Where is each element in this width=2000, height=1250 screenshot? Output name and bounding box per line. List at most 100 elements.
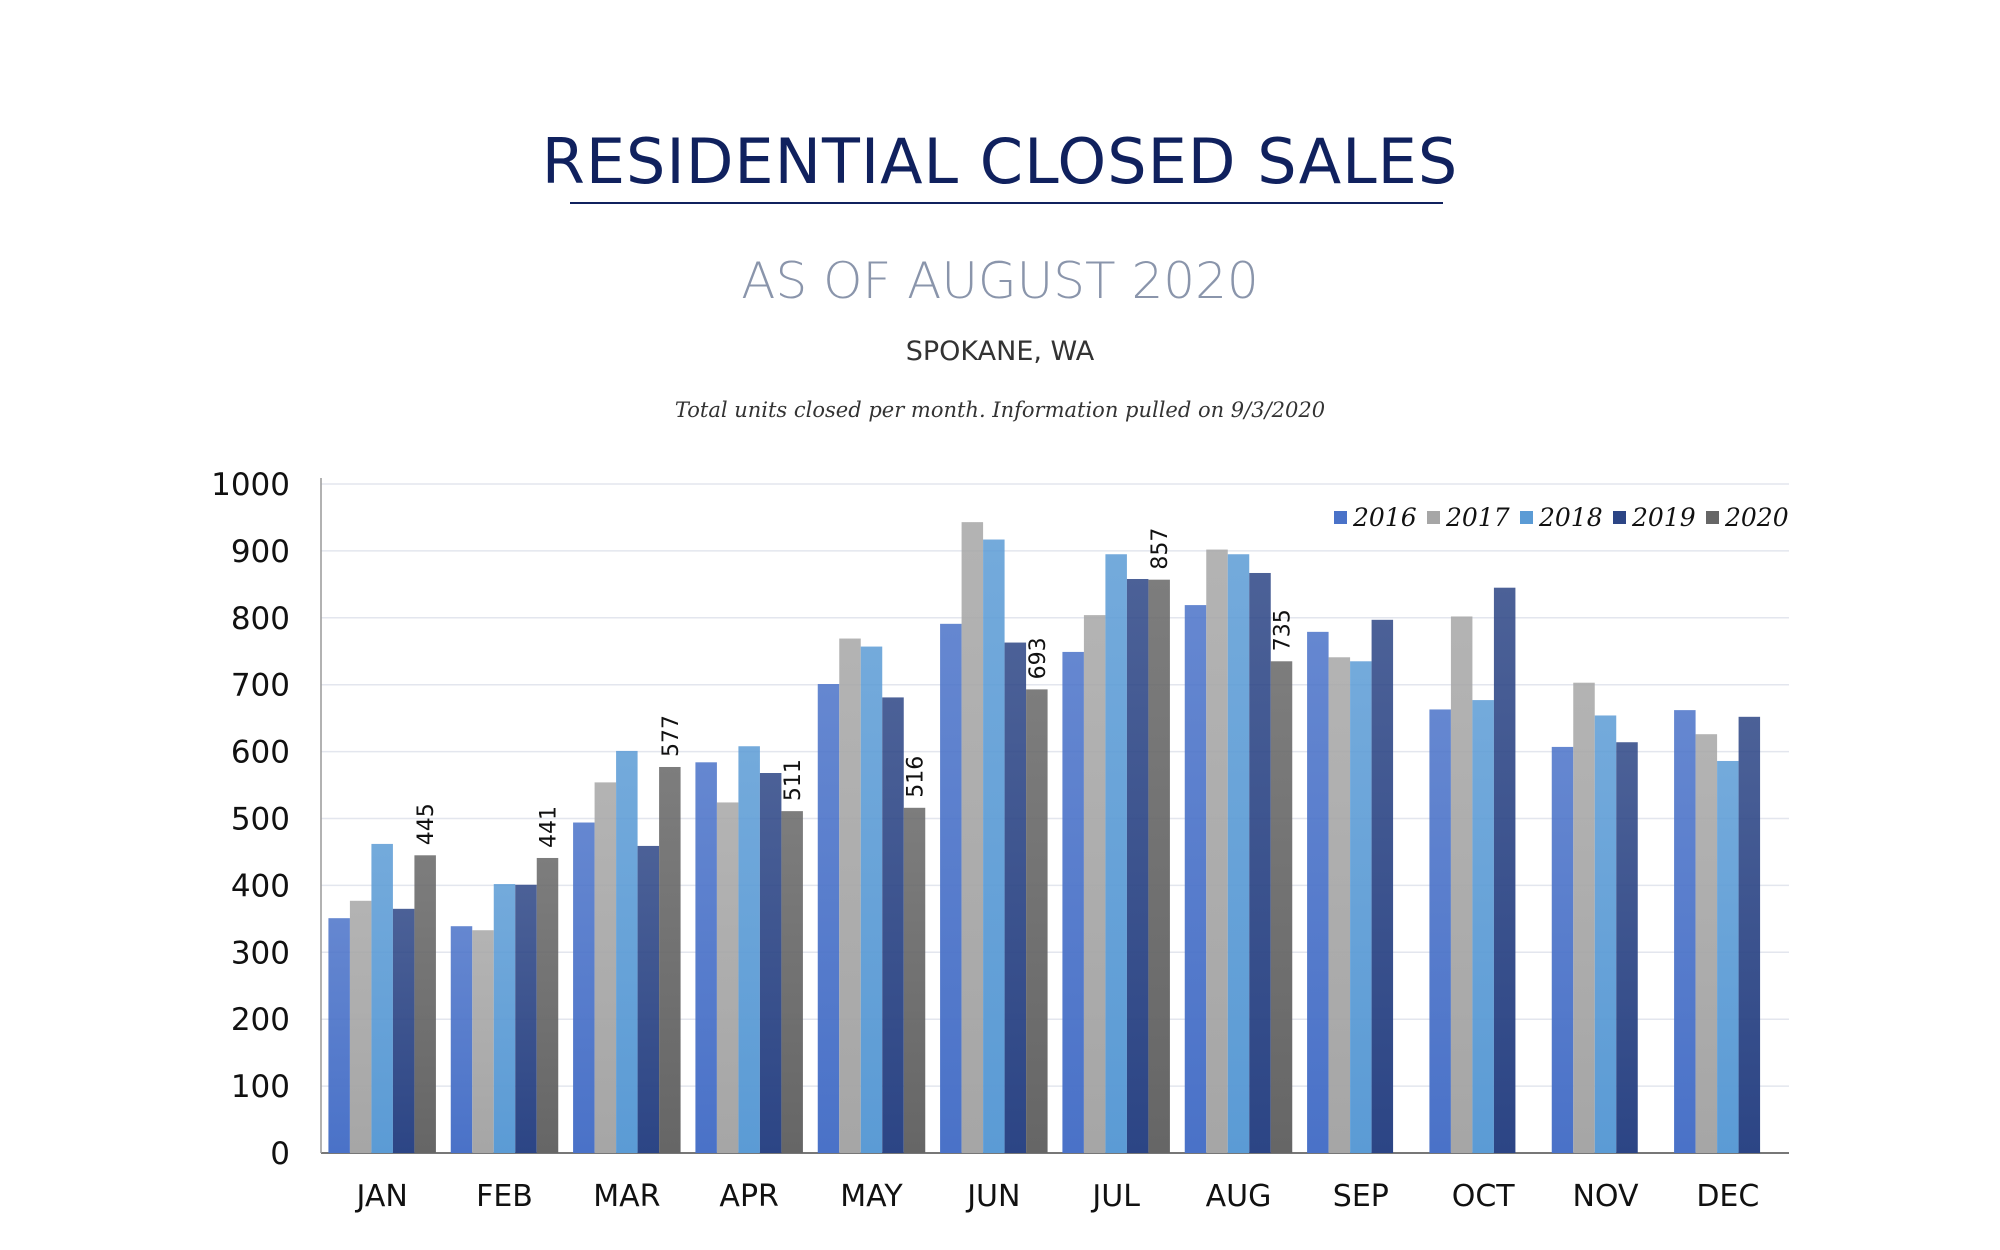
data-label: 445	[414, 803, 439, 845]
x-tick-label: JUL	[1090, 1179, 1140, 1214]
bar-2017-dec	[1695, 734, 1718, 1153]
bar-2016-aug	[1184, 605, 1207, 1153]
legend-swatch-2018	[1520, 511, 1533, 524]
bar-2016-dec	[1674, 710, 1696, 1153]
chart-subtitle: AS OF AUGUST 2020	[741, 252, 1259, 310]
bar-2019-feb	[515, 884, 537, 1153]
legend-swatch-2017	[1427, 511, 1440, 524]
bar-2016-oct	[1429, 709, 1451, 1153]
bar-2017-may	[839, 638, 861, 1153]
data-label: 857	[1148, 528, 1173, 570]
bar-2019-mar	[637, 845, 660, 1153]
y-tick-label: 900	[231, 534, 290, 570]
bar-2016-may	[817, 684, 840, 1153]
y-tick-label: 800	[231, 601, 290, 637]
bar-2016-nov	[1551, 746, 1574, 1153]
x-tick-label: OCT	[1452, 1179, 1516, 1214]
bar-2017-jul	[1083, 615, 1106, 1153]
bar-2019-jun	[1004, 642, 1027, 1153]
bar-2017-feb	[472, 930, 494, 1153]
legend-label-2019: 2019	[1631, 503, 1696, 532]
location-label: SPOKANE, WA	[905, 336, 1095, 367]
legend-swatch-2016	[1334, 511, 1347, 524]
legend-label-2017: 2017	[1445, 503, 1510, 532]
bar-2019-jan	[392, 908, 415, 1153]
bar-2017-mar	[594, 782, 617, 1153]
legend-swatch-2020	[1706, 511, 1719, 524]
bar-2016-jan	[328, 918, 350, 1153]
x-tick-label: MAR	[593, 1179, 660, 1214]
bar-2016-jun	[940, 623, 962, 1153]
bar-2016-mar	[573, 822, 595, 1153]
bar-2020-jun	[1026, 689, 1048, 1153]
data-label: 577	[659, 715, 684, 757]
bar-2020-may	[903, 807, 926, 1153]
bar-2018-dec	[1717, 760, 1739, 1153]
bar-2018-jan	[371, 843, 393, 1153]
x-tick-label: FEB	[476, 1179, 533, 1214]
bar-2019-sep	[1371, 619, 1394, 1153]
bar-2016-sep	[1307, 631, 1329, 1153]
data-label: 693	[1026, 637, 1051, 679]
bar-2017-nov	[1573, 682, 1595, 1153]
bar-2019-oct	[1493, 587, 1516, 1153]
bar-2016-jul	[1062, 651, 1084, 1153]
data-label: 441	[537, 806, 562, 848]
bar-2018-nov	[1594, 715, 1617, 1153]
bar-2018-aug	[1227, 554, 1250, 1153]
bar-2019-apr	[759, 773, 782, 1153]
x-tick-label: MAY	[840, 1179, 903, 1214]
x-tick-label: APR	[719, 1179, 778, 1214]
x-tick-label: AUG	[1206, 1179, 1272, 1214]
chart-note: Total units closed per month. Informatio…	[674, 398, 1326, 422]
data-label: 511	[781, 759, 806, 801]
y-tick-label: 600	[231, 735, 290, 771]
bar-2019-aug	[1249, 572, 1271, 1153]
x-tick-label: JUN	[965, 1179, 1020, 1214]
y-tick-label: 1000	[211, 467, 290, 503]
bar-2020-aug	[1270, 661, 1293, 1153]
bar-2017-sep	[1328, 657, 1351, 1153]
bar-2017-oct	[1450, 616, 1473, 1153]
chart-title: RESIDENTIAL CLOSED SALES	[541, 125, 1459, 198]
bar-2018-apr	[738, 746, 760, 1153]
bar-2020-mar	[659, 766, 681, 1153]
bar-2018-mar	[616, 750, 638, 1153]
bar-2020-jul	[1148, 579, 1170, 1153]
bar-2016-feb	[450, 926, 473, 1153]
bar-2020-jan	[414, 855, 436, 1153]
y-tick-label: 100	[231, 1069, 290, 1105]
bar-2019-may	[882, 697, 904, 1153]
bar-2018-jun	[983, 539, 1005, 1153]
bar-2018-feb	[493, 884, 516, 1153]
title-underline	[570, 202, 1443, 204]
bar-2019-jul	[1126, 578, 1149, 1153]
y-tick-label: 700	[231, 668, 290, 704]
bar-2017-apr	[716, 802, 739, 1153]
y-tick-label: 300	[231, 935, 290, 971]
legend-label-2016: 2016	[1352, 503, 1417, 532]
x-tick-label: JAN	[355, 1179, 408, 1214]
bar-2016-apr	[695, 762, 717, 1153]
bar-2020-feb	[536, 857, 559, 1153]
bar-2017-jun	[961, 522, 984, 1153]
bar-2020-apr	[781, 811, 803, 1153]
bar-2018-oct	[1472, 700, 1494, 1153]
y-tick-label: 500	[231, 802, 290, 838]
x-tick-label: DEC	[1696, 1179, 1759, 1214]
y-tick-label: 400	[231, 868, 290, 904]
data-label: 735	[1271, 609, 1296, 651]
y-tick-label: 200	[231, 1002, 290, 1038]
legend-label-2018: 2018	[1538, 503, 1603, 532]
bar-2017-aug	[1206, 549, 1228, 1153]
legend-label-2020: 2020	[1724, 503, 1789, 532]
legend-swatch-2019	[1613, 511, 1626, 524]
bar-2019-nov	[1616, 742, 1638, 1153]
y-tick-label: 0	[270, 1136, 290, 1172]
bar-2019-dec	[1738, 716, 1761, 1153]
x-tick-label: NOV	[1572, 1179, 1639, 1214]
data-label: 516	[904, 756, 929, 798]
bar-2018-sep	[1350, 661, 1372, 1153]
